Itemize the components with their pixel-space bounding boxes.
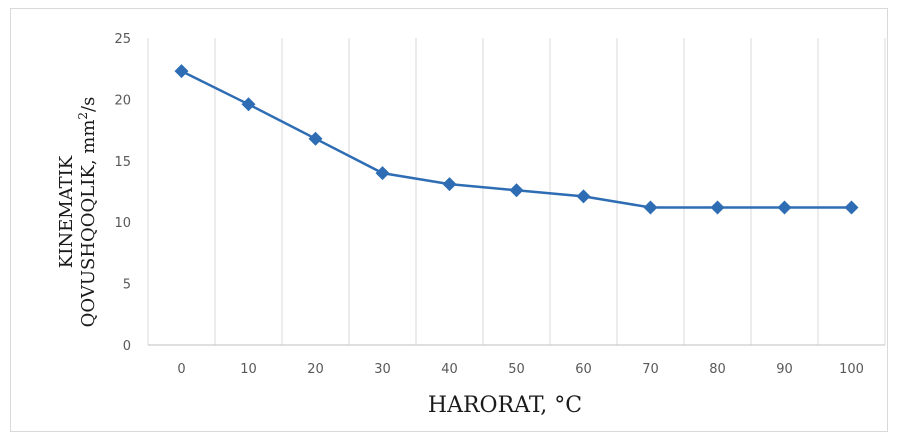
x-tick-label: 60 [575,362,592,377]
data-point-marker [510,183,524,197]
y-tick-labels: 0 5 10 15 20 25 [114,32,131,354]
data-point-marker [175,64,189,78]
data-point-marker [443,177,457,191]
data-point-marker [577,189,591,203]
data-series [175,64,859,214]
y-axis-title-line1: KINEMATIK [56,155,77,268]
x-tick-labels: 0 10 20 30 40 50 60 70 80 90 100 [177,362,864,377]
data-point-marker [644,200,658,214]
data-point-marker [778,200,792,214]
x-tick-label: 80 [709,362,726,377]
x-tick-label: 10 [240,362,257,377]
x-tick-label: 0 [177,362,185,377]
y-axis-title: KINEMATIK QOVUSHQOQLIK, mm2/s [56,97,99,328]
y-tick-label: 15 [114,155,131,170]
y-tick-label: 10 [114,216,131,231]
data-point-marker [711,200,725,214]
y-axis-title-sup: 2 [76,112,90,120]
x-tick-label: 20 [307,362,324,377]
x-tick-label: 70 [642,362,659,377]
data-point-marker [845,200,859,214]
x-tick-label: 90 [776,362,793,377]
y-tick-label: 25 [114,32,131,47]
x-tick-label: 100 [839,362,864,377]
y-tick-label: 0 [123,339,131,354]
y-tick-label: 20 [114,93,131,108]
x-tick-label: 50 [508,362,525,377]
y-axis-title-line2: QOVUSHQOQLIK, mm2/s [76,97,99,328]
x-tick-label: 30 [374,362,391,377]
y-axis-title-line2-prefix: QOVUSHQOQLIK, mm [78,120,99,328]
y-axis-title-line2-suffix: /s [78,97,99,112]
data-point-marker [242,97,256,111]
data-point-marker [309,132,323,146]
data-point-marker [376,166,390,180]
x-axis-title: HARORAT, °C [428,393,582,418]
y-tick-label: 5 [123,278,131,293]
x-tick-label: 40 [441,362,458,377]
